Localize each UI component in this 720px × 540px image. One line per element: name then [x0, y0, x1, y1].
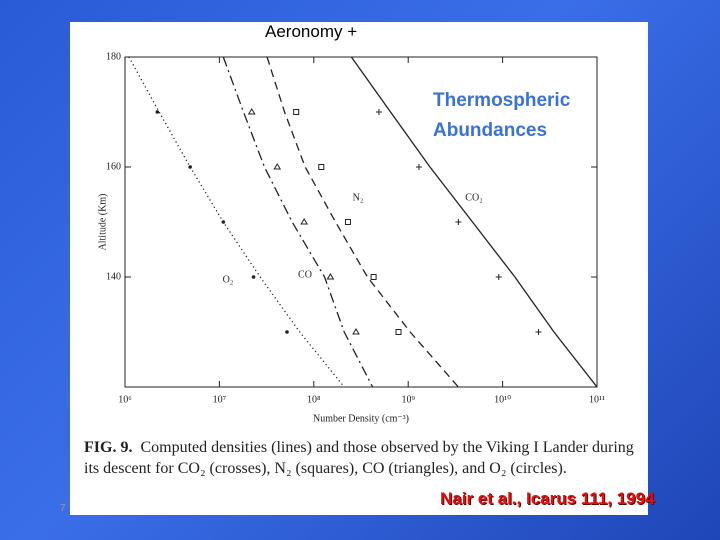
observed-point	[344, 219, 351, 225]
series-label: N₂	[353, 192, 364, 203]
x-tick-label: 10⁶	[118, 394, 132, 405]
observed-point	[188, 165, 192, 169]
density-line	[350, 56, 598, 388]
observed-point	[293, 109, 300, 115]
y-tick-label: 140	[106, 271, 121, 282]
y-tick-label: 180	[106, 51, 121, 62]
y-axis-title: Altitude (Km)	[97, 194, 108, 251]
observed-point	[300, 218, 309, 225]
observed-point	[395, 329, 402, 335]
series-label: CO₂	[465, 192, 482, 203]
observed-point	[273, 163, 282, 170]
caption-text: Computed densities (lines) and those obs…	[84, 439, 634, 477]
density-line	[266, 56, 459, 388]
observed-point	[247, 108, 256, 115]
x-tick-label: 10¹⁰	[494, 394, 511, 405]
observed-point	[495, 274, 502, 280]
density-line	[222, 56, 374, 388]
y-tick-label: 160	[106, 161, 121, 172]
header: Aeronomy +	[265, 22, 358, 41]
observed-point	[285, 330, 289, 334]
observed-point	[251, 275, 256, 279]
citation: Nair et al., Icarus 111, 1994	[440, 489, 655, 508]
observed-point	[352, 328, 360, 335]
observed-point	[375, 109, 382, 115]
x-tick-label: 10⁷	[213, 394, 227, 405]
observed-point	[326, 273, 335, 280]
x-tick-label: 10⁹	[401, 394, 415, 405]
observed-point	[155, 110, 160, 114]
figure-panel	[70, 22, 648, 515]
plot-frame	[124, 56, 598, 388]
observed-point	[221, 220, 226, 224]
series-label: CO	[298, 269, 312, 280]
footer: 7	[60, 503, 66, 514]
observed-point	[318, 164, 325, 170]
x-tick-label: 10¹¹	[589, 394, 605, 405]
caption: FIG. 9. Computed densities (lines) and t…	[84, 437, 644, 479]
overlay-title: Abundances	[433, 120, 548, 141]
observed-point	[370, 274, 377, 280]
overlay-title: Thermospheric	[433, 90, 571, 111]
figure-label: FIG. 9.	[84, 439, 133, 456]
series-label: O₂	[223, 274, 234, 285]
observed-point	[455, 219, 462, 225]
x-tick-label: 10⁸	[307, 394, 321, 405]
observed-point	[535, 329, 542, 335]
density-line	[128, 56, 345, 388]
x-axis-title: Number Density (cm⁻³)	[313, 413, 409, 424]
observed-point	[415, 164, 422, 170]
